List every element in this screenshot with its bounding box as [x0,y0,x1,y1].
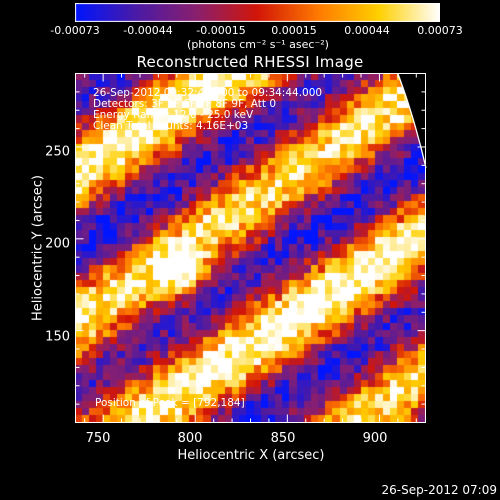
peak-position-label: Position of Peak = [792,184] [95,397,245,409]
x-tick-label: 800 [177,431,203,446]
annotation-detectors: Detectors: 3F 5F 6F 7F 8F 9F, Att 0 [93,98,277,110]
x-axis-label: Heliocentric X (arcsec) [177,448,325,463]
colorbar-tick-label: -0.00073 [50,24,100,37]
colorbar [75,3,440,22]
y-tick-label: 250 [45,144,70,160]
y-tick-label: 200 [45,236,70,252]
chart-title: Reconstructed RHESSI Image [136,53,364,71]
annotation-energy-range: Energy Range: 12.0 - 25.0 keV [93,109,254,121]
x-tick-label: 900 [362,431,388,446]
annotation-block: 26-Sep-2012 09:32:48.000 to 09:34:44.000… [93,88,322,132]
colorbar-tick-label: -0.00044 [123,24,173,37]
x-tick-label: 750 [85,431,111,446]
annotation-time-range: 26-Sep-2012 09:32:48.000 to 09:34:44.000 [93,87,323,99]
colorbar-tick-label: -0.00015 [196,24,246,37]
y-axis-label: Heliocentric Y (arcsec) [30,175,46,321]
heatmap-image [75,73,426,423]
solar-limb-line [397,73,427,169]
annotation-clean-counts: Clean Total counts: 4.16E+03 [93,120,249,132]
y-tick-label: 150 [45,329,70,345]
colorbar-tick-label: 0.00015 [271,24,317,37]
timestamp: 26-Sep-2012 07:09 [381,483,497,497]
axis-ticks [75,73,426,423]
x-tick-label: 850 [270,431,296,446]
colorbar-tick-label: 0.00044 [344,24,390,37]
colorbar-unit-label: (photons cm⁻² s⁻¹ asec⁻²) [187,38,329,51]
colorbar-tick-label: 0.00073 [417,24,463,37]
